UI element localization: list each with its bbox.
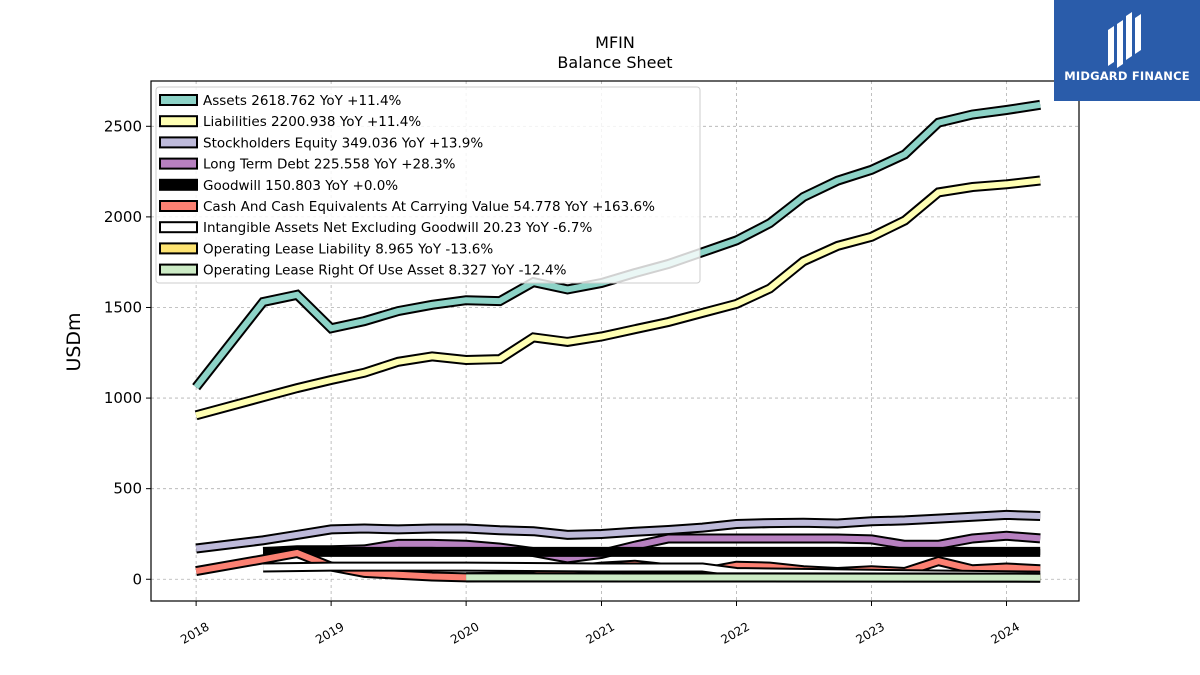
- company-logo: MIDGARD FINANCE: [1054, 0, 1200, 101]
- legend-swatch: [159, 157, 198, 170]
- x-tick-label: 2024: [989, 619, 1022, 646]
- legend: Assets 2618.762 YoY +11.4% Liabilities 22…: [155, 86, 701, 284]
- y-tick-label: 1000: [104, 389, 142, 407]
- legend-swatch: [159, 242, 198, 255]
- legend-label: Stockholders Equity 349.036 YoY +13.9%: [203, 135, 483, 151]
- x-tick-label: 2018: [178, 619, 211, 646]
- legend-item: Goodwill 150.803 YoY +0.0%: [159, 178, 398, 194]
- legend-item: Cash And Cash Equivalents At Carrying Va…: [159, 199, 655, 215]
- series-fill: [195, 511, 1041, 552]
- legend-label: Long Term Debt 225.558 YoY +28.3%: [203, 157, 456, 173]
- x-tick-label: 2019: [313, 619, 346, 646]
- y-tick-label: 500: [113, 480, 142, 498]
- x-tick-label: 2023: [854, 619, 887, 646]
- legend-item: Assets 2618.762 YoY +11.4%: [159, 93, 402, 109]
- legend-label: Operating Lease Liability 8.965 YoY -13.…: [203, 241, 493, 257]
- x-tick-label: 2020: [448, 619, 481, 646]
- legend-item: Stockholders Equity 349.036 YoY +13.9%: [159, 135, 483, 151]
- legend-label: Liabilities 2200.938 YoY +11.4%: [203, 114, 421, 130]
- legend-label: Cash And Cash Equivalents At Carrying Va…: [203, 199, 655, 215]
- series-fill: [195, 177, 1041, 419]
- y-tick-label: 2000: [104, 208, 142, 226]
- series-layer: [192, 99, 1041, 583]
- legend-item: Operating Lease Right Of Use Asset 8.327…: [159, 263, 567, 279]
- series-line: [262, 530, 1041, 564]
- plot-frame: [150, 80, 1080, 602]
- legend-swatch: [159, 263, 198, 276]
- chart-title: MFIN: [595, 33, 635, 52]
- y-tick-label: 0: [132, 570, 142, 588]
- legend-item: Liabilities 2200.938 YoY +11.4%: [159, 114, 421, 130]
- chart-subtitle: Balance Sheet: [557, 53, 672, 72]
- legend-swatch: [159, 115, 198, 128]
- legend-label: Intangible Assets Net Excluding Goodwill…: [203, 220, 593, 236]
- series-fill: [262, 532, 1041, 562]
- y-tick-label: 1500: [104, 298, 142, 316]
- legend-item: Long Term Debt 225.558 YoY +28.3%: [159, 157, 456, 173]
- x-tick-label: 2022: [719, 619, 752, 646]
- logo-mark-icon: [1108, 12, 1141, 68]
- y-tick-label: 2500: [104, 117, 142, 135]
- legend-swatch: [159, 178, 198, 191]
- logo-text: MIDGARD FINANCE: [1064, 69, 1190, 83]
- series-line: [194, 175, 1041, 421]
- legend-label: Operating Lease Right Of Use Asset 8.327…: [203, 263, 567, 279]
- legend-label: Assets 2618.762 YoY +11.4%: [203, 93, 402, 109]
- legend-swatch: [159, 136, 198, 149]
- legend-box: [155, 86, 701, 284]
- y-axis-label: USDm: [63, 312, 85, 371]
- x-tick-label: 2021: [584, 619, 617, 646]
- legend-swatch: [159, 94, 198, 106]
- legend-item: Operating Lease Liability 8.965 YoY -13.…: [159, 241, 493, 257]
- legend-swatch: [159, 221, 198, 234]
- legend-item: Intangible Assets Net Excluding Goodwill…: [159, 220, 593, 236]
- series-line: [195, 509, 1041, 554]
- legend-swatch: [159, 200, 198, 212]
- legend-label: Goodwill 150.803 YoY +0.0%: [203, 178, 398, 194]
